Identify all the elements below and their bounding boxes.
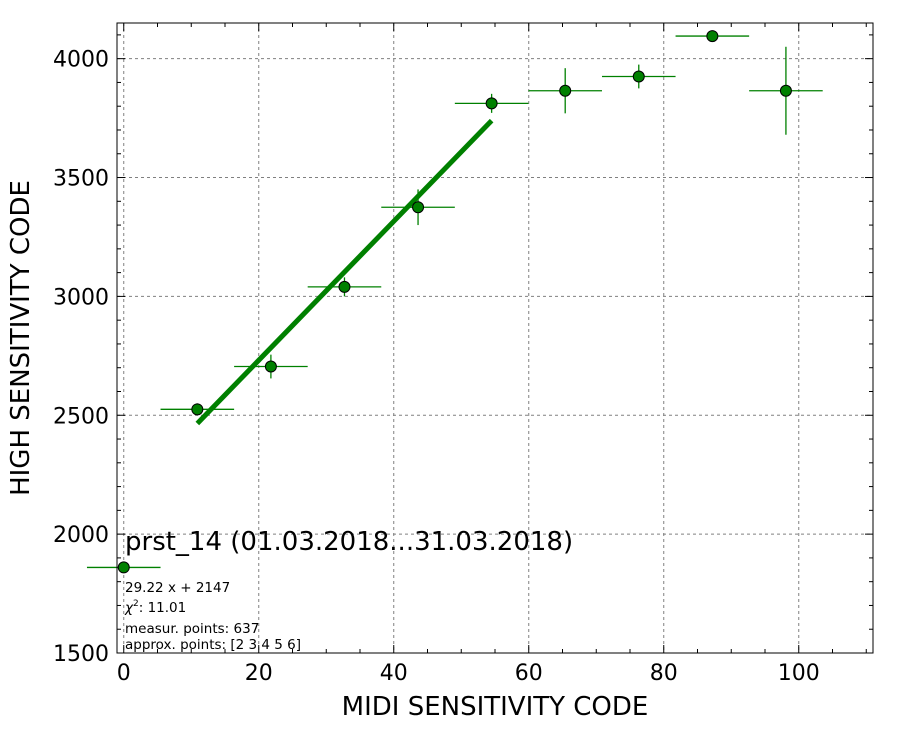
data-point: [191, 403, 204, 416]
x-tick-label: 100: [778, 661, 820, 686]
chi-superscript: 2: [133, 599, 139, 609]
data-point: [412, 201, 425, 214]
data-point: [706, 30, 719, 43]
approx-points: approx. points: [2 3 4 5 6]: [125, 637, 301, 653]
tick-labels: 0 20 40 60 80 100 1500 2000 2500 3000 3500 4000: [53, 48, 820, 686]
chi-squared: χ2: 11.01: [124, 599, 186, 616]
data-points: [117, 30, 792, 574]
y-axis-label: HIGH SENSITIVITY CODE: [6, 180, 36, 496]
data-point: [485, 97, 498, 110]
x-tick-label: 40: [380, 661, 408, 686]
data-point: [559, 84, 572, 97]
x-tick-label: 60: [515, 661, 543, 686]
grid: [117, 23, 873, 654]
x-tick-label: 20: [245, 661, 273, 686]
y-tick-label: 3000: [53, 285, 109, 310]
y-tick-label: 2500: [53, 404, 109, 429]
fit-line: [195, 118, 494, 426]
x-axis-label: MIDI SENSITIVITY CODE: [342, 692, 649, 722]
y-tick-label: 2000: [53, 523, 109, 548]
chi-value: : 11.01: [139, 600, 187, 616]
x-tick-label: 80: [650, 661, 678, 686]
fit-line-group: [195, 118, 494, 426]
data-point: [338, 280, 351, 293]
y-tick-label: 1500: [53, 642, 109, 667]
ticks: [117, 23, 873, 654]
measur-points: measur. points: 637: [125, 621, 259, 637]
fit-equation: 29.22 x + 2147: [125, 580, 230, 596]
y-tick-label: 4000: [53, 48, 109, 73]
data-point: [117, 561, 130, 574]
annotation-label: prst_14 (01.03.2018...31.03.2018): [125, 527, 573, 557]
y-tick-label: 3500: [53, 167, 109, 192]
chi-symbol: χ: [124, 600, 134, 616]
x-tick-label: 0: [117, 661, 131, 686]
data-point: [632, 70, 645, 83]
data-point: [264, 360, 277, 373]
data-point: [779, 84, 792, 97]
